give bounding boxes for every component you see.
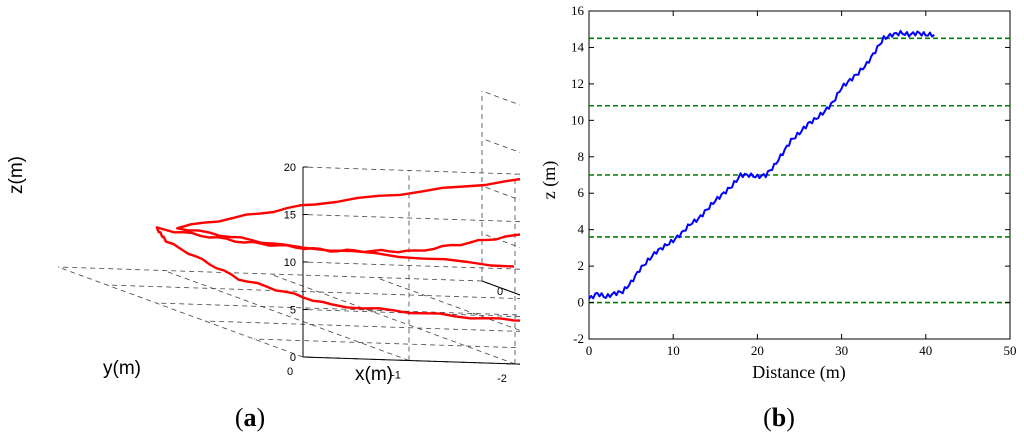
chart-a-zlabel: z(m) — [6, 156, 27, 194]
grid-line — [302, 214, 520, 223]
z-tick-label: 10 — [284, 257, 296, 269]
y-axis-line — [302, 356, 520, 365]
y-tick-label: 4 — [578, 222, 585, 237]
grid-line — [269, 273, 516, 365]
y-tick-label: -2 — [497, 373, 507, 385]
y-tick-label: 8 — [578, 149, 585, 164]
chart-b-ylabel: z (m) — [539, 161, 560, 199]
z-tick-label: 5 — [290, 305, 296, 317]
y-tick-label: 2 — [578, 258, 585, 273]
grid-line — [163, 270, 410, 361]
grid-line — [106, 284, 520, 300]
grid-line — [253, 338, 520, 349]
y-tick-label: 12 — [571, 76, 584, 91]
z-tick-label: 20 — [284, 162, 296, 174]
height-series-line — [588, 29, 935, 300]
y-tick-label: -1 — [391, 370, 401, 382]
z-tick-label: 15 — [284, 210, 296, 222]
y-tick-label: 0 — [287, 366, 293, 378]
y-tick-label: 10 — [571, 112, 584, 127]
x-tick-label: 0 — [497, 286, 503, 298]
chart-a-series — [155, 177, 520, 322]
chart-b-panel-label: (b) — [763, 403, 795, 432]
trajectory-series-line — [155, 177, 520, 322]
y-tick-label: 16 — [571, 3, 585, 18]
x-tick-label: 10 — [667, 343, 680, 358]
grid-line — [302, 166, 520, 175]
y-tick-label: -2 — [573, 331, 584, 346]
grid-line — [375, 277, 520, 331]
grid-line — [481, 233, 520, 248]
grid-line — [57, 266, 483, 282]
y-tick-label: 0 — [578, 295, 585, 310]
x-tick-label: 40 — [919, 343, 932, 358]
chart-b-reference-lines — [589, 37, 1010, 304]
grid-line — [57, 266, 304, 358]
z-tick-label: 0 — [290, 352, 296, 364]
chart-a-panel-label: (a) — [235, 403, 265, 432]
grid-line — [204, 320, 520, 332]
chart-b-xlabel: Distance (m) — [752, 362, 845, 383]
grid-line — [481, 90, 520, 106]
chart-b-series — [588, 29, 935, 300]
grid-line — [302, 356, 520, 365]
chart-a-grid — [57, 90, 520, 365]
grid-line — [302, 309, 520, 318]
chart-a-ylabel: y(m) — [103, 358, 141, 379]
grid-line — [155, 302, 520, 316]
x-tick-label: 50 — [1004, 343, 1017, 358]
x-tick-label: 0 — [586, 343, 593, 358]
grid-line — [302, 261, 520, 270]
chart-b-plot-frame — [588, 10, 1011, 340]
x-tick-label: 30 — [835, 343, 848, 358]
chart-a-xlabel: x(m) — [355, 364, 393, 385]
x-tick-label: 20 — [751, 343, 764, 358]
y-tick-label: 14 — [571, 39, 585, 54]
grid-line — [481, 185, 520, 201]
y-tick-label: 6 — [578, 185, 585, 200]
grid-line — [302, 356, 520, 365]
